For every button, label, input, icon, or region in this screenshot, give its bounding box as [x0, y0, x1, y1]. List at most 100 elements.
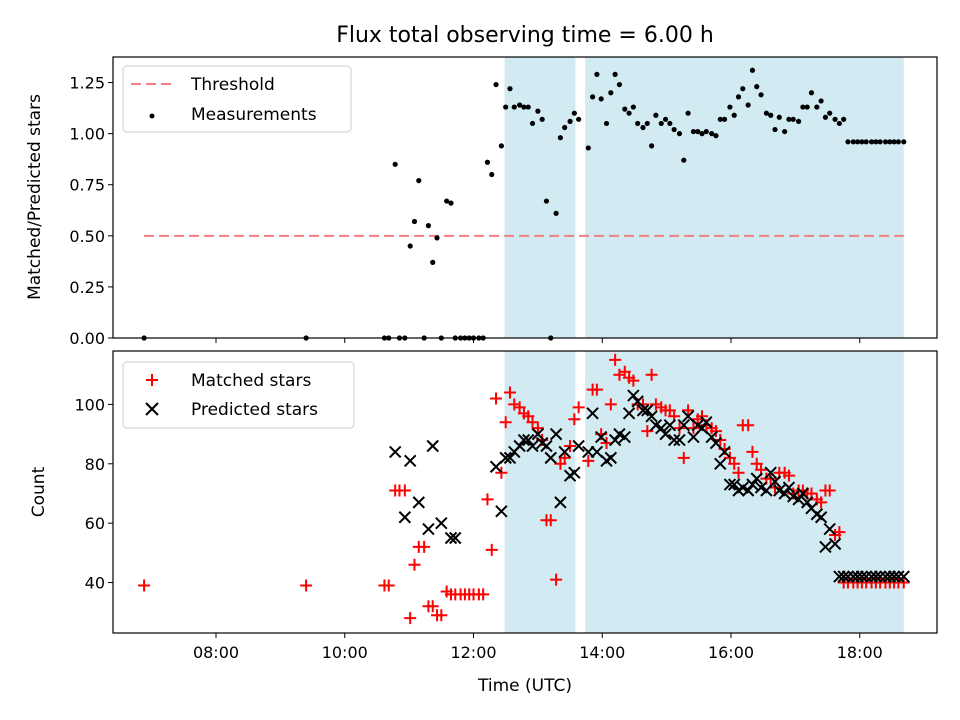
predicted-star-point [503, 451, 517, 465]
matched-star-point [138, 579, 151, 592]
bottom-axes-frame [112, 350, 938, 634]
measurement-point [416, 178, 422, 184]
measurement-point [392, 161, 398, 167]
measurement-point [800, 104, 806, 110]
measurement-point [790, 116, 796, 122]
measurement-point [721, 116, 728, 122]
predicted-star-point [444, 531, 458, 545]
matched-star-points [138, 353, 910, 625]
measurement-point [525, 104, 531, 110]
matched-star-point [637, 398, 650, 411]
measurement-point [553, 210, 559, 216]
matched-star-point [746, 445, 759, 458]
measurement-point [521, 104, 527, 110]
matched-star-point [300, 579, 313, 592]
matched-star-point [600, 437, 613, 450]
predicted-star-point [388, 445, 402, 459]
measurement-point [855, 139, 861, 145]
measurement-point [589, 94, 596, 100]
measurement-point [608, 90, 614, 96]
matched-star-point [677, 451, 690, 464]
measurement-point [630, 104, 636, 110]
predicted-star-point [841, 570, 855, 583]
y-tick-label: 0.75 [69, 176, 105, 195]
measurement-point [822, 114, 829, 120]
predicted-star-point [618, 430, 631, 444]
predicted-star-point [792, 493, 805, 506]
measurement-point [808, 90, 815, 96]
predicted-star-point [572, 439, 585, 453]
measurement-point [676, 131, 683, 137]
top-legend-box [122, 65, 352, 133]
bottom-legend: Matched stars Predicted stars [122, 361, 355, 429]
measurement-point [498, 143, 504, 149]
x-tick-label: 18:00 [837, 643, 883, 662]
predicted-star-point [764, 466, 777, 479]
measurement-point [782, 128, 788, 135]
matched-star-point [728, 457, 741, 470]
predicted-star-point [499, 451, 512, 465]
measurement-point [407, 243, 413, 249]
top-y-axis: 0.00 0.25 0.50 0.75 1.00 1.25 [69, 74, 113, 348]
top-y-axis-label: Matched/Predicted stars [25, 94, 45, 300]
predicted-star-point [526, 439, 539, 453]
bottom-observing-intervals [504, 351, 904, 633]
predicted-star-point [823, 522, 836, 536]
predicted-star-point [568, 466, 581, 479]
measurement-point [735, 94, 742, 100]
predicted-star-points [388, 389, 910, 583]
measurement-point [709, 131, 715, 137]
measurement-point [699, 131, 705, 137]
predicted-star-point [594, 430, 608, 444]
matched-star-point [526, 416, 539, 429]
predicted-star-point [796, 487, 810, 500]
measurement-point [868, 139, 875, 145]
measurement-point [517, 102, 523, 108]
measurement-point [763, 110, 770, 116]
measurement-point [681, 157, 687, 163]
predicted-star-point [723, 478, 737, 491]
measurement-point [758, 92, 764, 98]
measurement-point [841, 116, 847, 122]
measurement-point [863, 139, 869, 145]
predicted-star-point [897, 570, 910, 583]
matched-star-point [732, 466, 745, 479]
measurement-point [754, 84, 760, 90]
matched-star-point [481, 493, 494, 506]
matched-star-point [408, 558, 421, 571]
measurement-point [749, 67, 756, 73]
measurement-point [731, 112, 737, 118]
measurement-point [882, 139, 889, 145]
matched-star-point [564, 439, 577, 452]
measurement-point [768, 112, 774, 118]
matched-star-point [582, 454, 595, 467]
measurement-point [845, 139, 851, 145]
measurement-point [503, 104, 509, 110]
x-axis-label: Time (UTC) [477, 676, 572, 696]
measurement-point [434, 235, 440, 241]
predicted-star-point [549, 427, 563, 441]
predicted-star-point [659, 427, 672, 441]
measurement-point [891, 139, 897, 145]
measurement-point [425, 223, 432, 229]
predicted-star-point [681, 410, 695, 423]
predicted-star-point [604, 451, 618, 465]
matched-star-point [815, 496, 828, 509]
measurement-point [411, 218, 418, 225]
y-tick-label: 80 [85, 455, 105, 474]
predicted-star-point [828, 537, 842, 551]
measurement-point [713, 133, 719, 139]
predicted-star-point [778, 487, 791, 500]
top-observing-intervals [504, 57, 904, 338]
bottom-panel: 40 60 80 100 08:00 10:00 12:00 14:00 16:00 18:00… [29, 350, 938, 696]
predicted-star-point [705, 430, 718, 444]
predicted-star-point [892, 570, 905, 583]
measurement-point [836, 120, 842, 127]
matched-star-point [544, 514, 557, 527]
measurement-point [644, 120, 650, 127]
matched-star-point [499, 416, 512, 429]
y-tick-label: 1.00 [69, 125, 105, 144]
measurement-point [901, 139, 907, 145]
top-panel: 0.00 0.25 0.50 0.75 1.00 1.25 Matched/Predict… [25, 56, 938, 348]
